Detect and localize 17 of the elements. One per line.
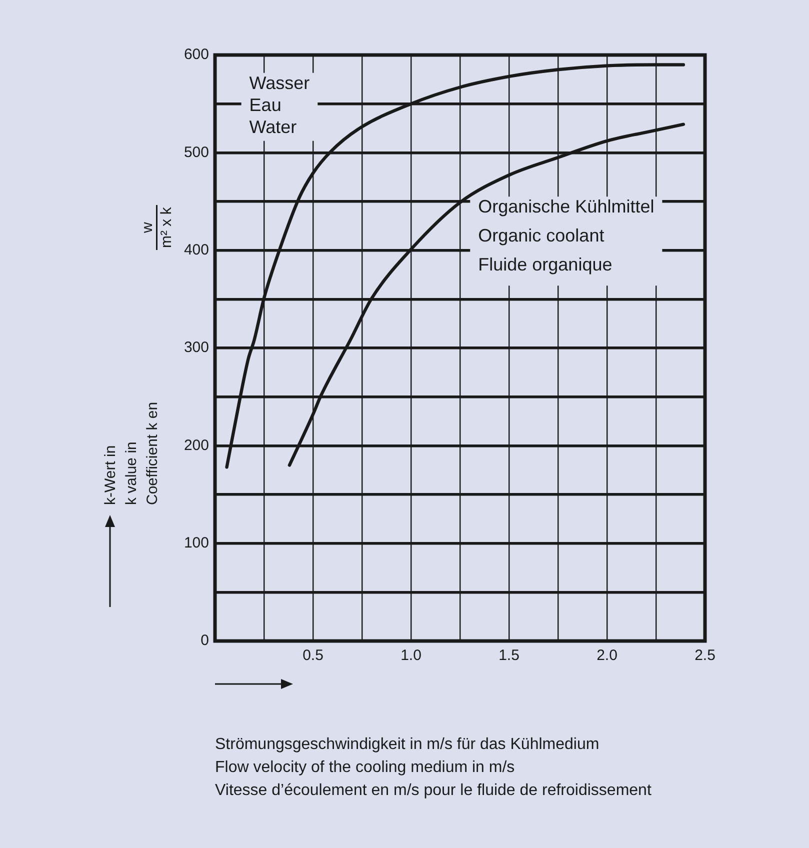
y-tick-label: 500: [184, 144, 209, 161]
y-tick-label: 400: [184, 241, 209, 258]
y-tick-label: 100: [184, 534, 209, 552]
x-tick-label: 1.5: [498, 647, 520, 664]
y-tick-label: 200: [184, 436, 209, 454]
text: w m² x k: [138, 205, 176, 250]
y-tick-label: 0: [200, 632, 209, 650]
x-tick-label: 2.0: [596, 647, 618, 664]
y-tick-label: 600: [184, 46, 209, 64]
x-axis-title: Strömungsgeschwindigkeit in m/s für das Kühlmedium Flow velocity of the cooling medium in m/s Vitesse d’écoulement en m/s pour le fluide de refroidissement: [215, 735, 652, 801]
series-label: Wasser Eau Water: [249, 72, 310, 137]
x-tick-label: 2.5: [694, 647, 716, 664]
y-tick-label: 300: [184, 339, 209, 356]
y-axis-title: k-Wert in k value in Coefficient k en: [101, 400, 162, 505]
series-label: Organische Kühlmittel Organic coolant Fluide organique: [478, 196, 654, 275]
x-tick-label: 0.5: [302, 647, 324, 664]
x-tick-label: 1.0: [400, 647, 422, 664]
